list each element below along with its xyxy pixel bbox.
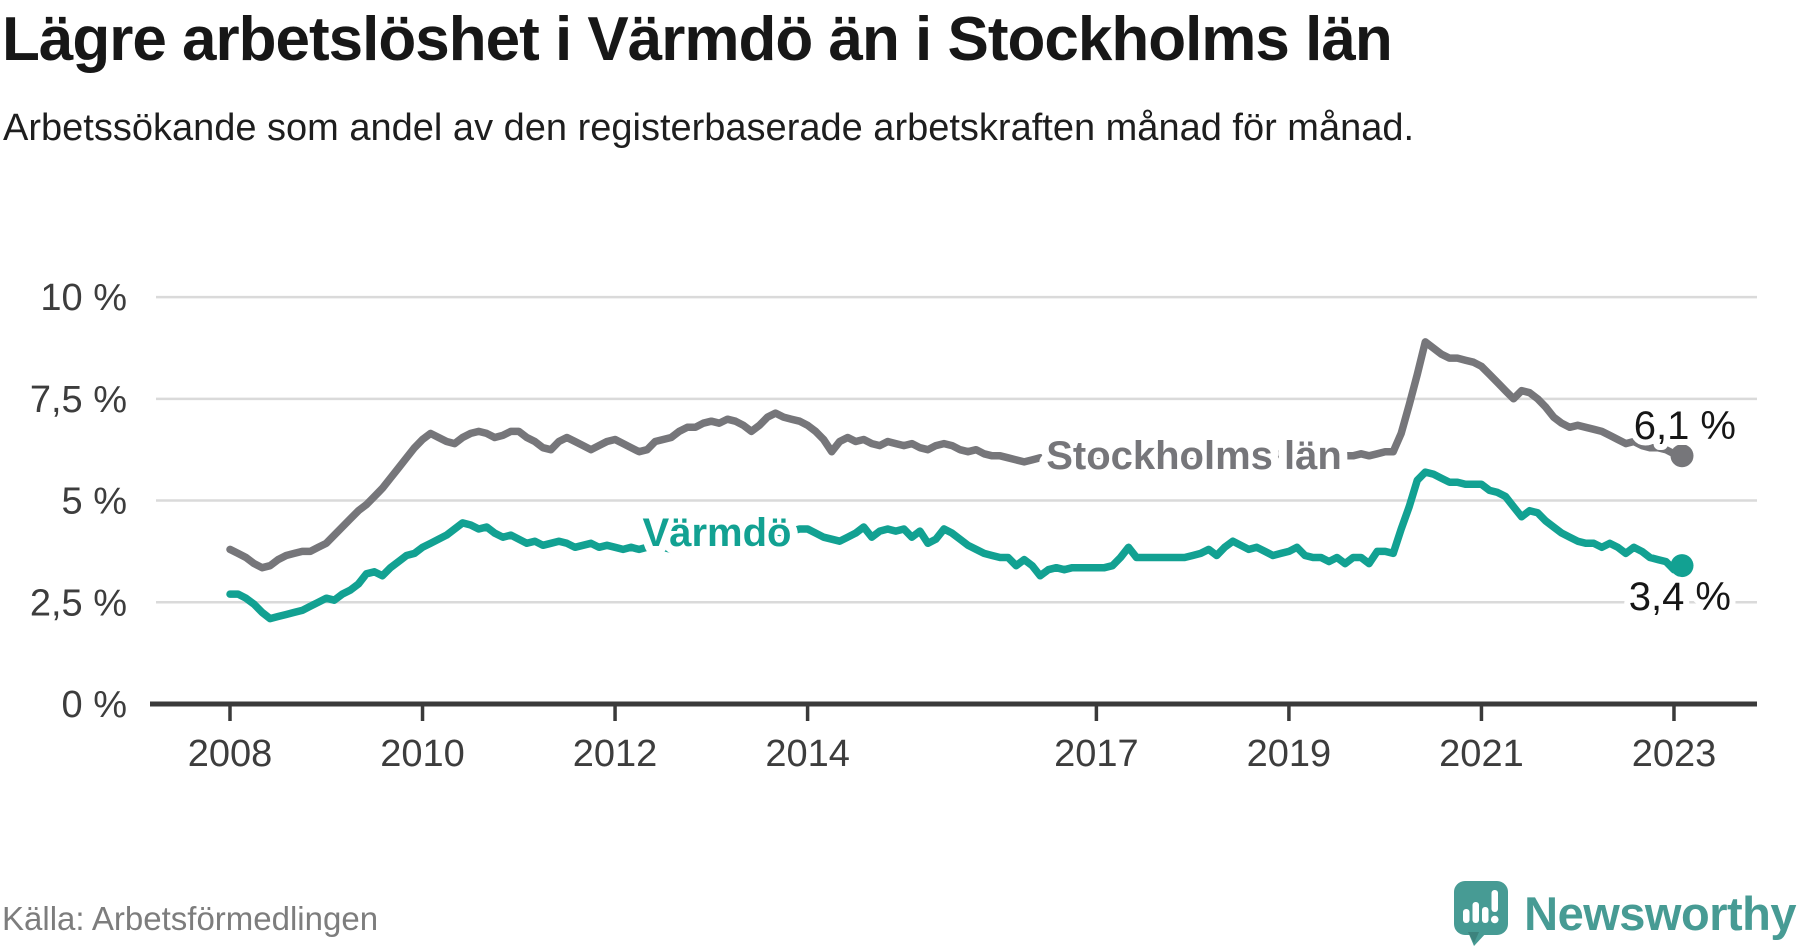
series-end-value-varmdo: 3,4 %	[1629, 575, 1731, 619]
x-tick-label-2021: 2021	[1439, 733, 1524, 775]
y-tick-label-2.5: 2,5 %	[30, 582, 127, 624]
newsworthy-branding: Newsworthy	[1453, 880, 1796, 947]
series-line-stockholms-lan	[226, 338, 1686, 572]
chart-title: Lägre arbetslöshet i Värmdö än i Stockho…	[2, 5, 1393, 74]
y-tick-label-5: 5 %	[62, 481, 127, 523]
y-tick-label-10: 10 %	[40, 277, 127, 319]
series-end-value-stockholms-lan: 6,1 %	[1634, 404, 1736, 448]
x-tick-label-2014: 2014	[765, 733, 850, 775]
series-label-varmdo: Värmdö	[643, 511, 792, 555]
x-tick-label-2017: 2017	[1054, 733, 1139, 775]
series-end-dot-varmdo	[1670, 554, 1694, 578]
line-chart: 10 % 7,5 % 5 % 2,5 % 0 % 2008 2010 2012 2014 2017…	[30, 277, 1757, 775]
chart-subtitle: Arbetssökande som andel av den registerb…	[3, 107, 1415, 149]
x-tick-label-2012: 2012	[573, 733, 658, 775]
y-tick-label-7.5: 7,5 %	[30, 379, 127, 421]
newsworthy-logo-text: Newsworthy	[1524, 887, 1796, 940]
series-line-varmdo	[226, 468, 1686, 623]
series-label-stockholms-lan: Stockholms län	[1046, 434, 1342, 478]
newsworthy-logo-icon	[1454, 881, 1509, 946]
x-tick-label-2023: 2023	[1632, 733, 1717, 775]
x-tick-label-2010: 2010	[380, 733, 465, 775]
x-tick-label-2008: 2008	[188, 733, 273, 775]
series-end-dot-stockholms-lan	[1670, 444, 1694, 468]
x-tick-label-2019: 2019	[1247, 733, 1332, 775]
source-note: Källa: Arbetsförmedlingen	[2, 900, 379, 937]
y-tick-label-0: 0 %	[62, 684, 127, 726]
